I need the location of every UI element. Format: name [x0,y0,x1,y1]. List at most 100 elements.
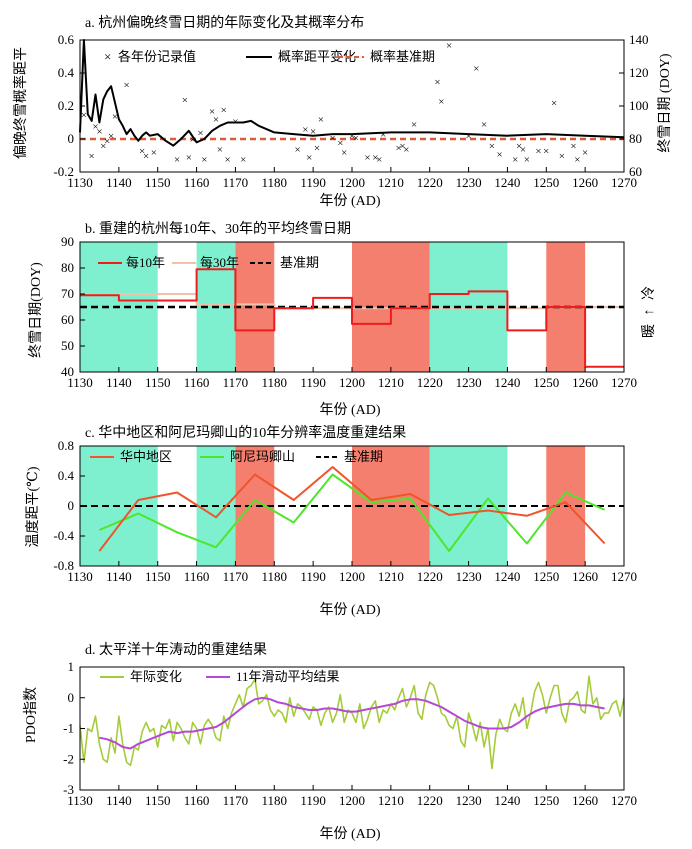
record-marker: × [92,121,98,133]
y-tick-label: 0.6 [58,32,75,47]
y-tick-label: 90 [61,234,74,249]
record-marker: × [582,147,588,159]
record-marker: × [341,147,347,159]
x-tick-label: 1240 [494,175,520,190]
record-marker: × [310,126,316,138]
legend-d-annual: 年际变化 [130,669,182,684]
record-marker: × [543,146,549,158]
panel-d-x-label: 年份 (AD) [319,826,380,842]
record-marker: × [232,116,238,128]
panel-c: c. 华中地区和阿尼玛卿山的10年分辨率温度重建结果 1130 1140 1150 1… [25,424,637,618]
series-11y-moving-average [99,696,605,750]
y2-tick-label: 140 [629,32,649,47]
record-marker: × [353,132,359,144]
x-tick-label: 1250 [533,569,559,584]
legend-a-line: 概率距平变化 [278,49,356,64]
record-marker: × [213,114,219,126]
x-tick-label: 1240 [494,569,520,584]
panel-c-marks [80,466,624,552]
y-tick-label: 0 [68,498,75,513]
record-marker: × [380,129,386,141]
record-marker: × [481,119,487,131]
x-tick-label: 1190 [300,175,326,190]
record-marker: × [497,149,503,161]
record-marker: × [349,131,355,143]
x-tick-label: 1160 [184,375,210,390]
series-10-year [80,268,624,368]
x-tick-label: 1220 [417,175,443,190]
x-tick-label: 1230 [456,569,482,584]
record-marker: × [302,124,308,136]
arrow-icon: ↑ [642,309,657,316]
record-marker: × [314,142,320,154]
y2-tick-label: 80 [629,131,642,146]
record-marker: × [124,80,130,92]
record-marker: × [294,144,300,156]
y-tick-label: 0.8 [58,438,74,453]
x-tick-label: 1210 [378,793,404,808]
legend-b-base: 基准期 [280,255,319,270]
panel-d-title: d. 太平洋十年涛动的重建结果 [85,642,267,658]
record-marker: × [225,154,231,166]
record-marker: × [201,154,207,166]
panel-c-x-label: 年份 (AD) [319,602,380,618]
y-tick-label: -1 [63,721,74,736]
panel-a-y-label: 偏晚终雪概率距平 [12,47,29,159]
x-tick-label: 1140 [106,793,132,808]
x-tick-label: 1150 [145,569,171,584]
x-tick-label: 1200 [339,175,365,190]
y-tick-label: 40 [61,364,74,379]
panel-c-axes: 1130 1140 1150 1160 1170 1180 1190 1200 1210 1220… [53,438,637,584]
panel-a: a. 杭州偏晚终雪日期的年际变化及其概率分布 ××××××××××× ××××××… [12,14,673,209]
record-marker: × [108,131,114,143]
record-marker: × [465,131,471,143]
y-tick-label: 70 [61,286,74,301]
record-marker: × [306,152,312,164]
x-tick-label: 1260 [572,175,598,190]
record-marker: × [209,106,215,118]
y-tick-label: -0.2 [53,164,74,179]
x-tick-label: 1220 [417,793,443,808]
record-marker: × [217,144,223,156]
x-tick-label: 1270 [611,569,637,584]
x-tick-label: 1200 [339,793,365,808]
y-tick-label: 0 [68,131,75,146]
x-tick-label: 1180 [262,175,288,190]
x-tick-label: 1200 [339,375,365,390]
record-marker: × [516,141,522,153]
x-tick-label: 1190 [300,375,326,390]
y-tick-label: 0.4 [58,65,75,80]
panel-d-y-label: PDO指数 [23,687,39,743]
x-tick-label: 1200 [339,569,365,584]
panel-a-y2-label: 终雪日期 (DOY) [657,53,673,152]
y-tick-label: -0.4 [53,528,74,543]
x-tick-label: 1130 [67,175,93,190]
x-tick-label: 1160 [184,175,210,190]
y2-tick-label: 120 [629,65,649,80]
series-probability-anomaly [79,39,625,147]
record-marker: × [446,40,452,52]
panel-d-legend: 年际变化 11年滑动平均结果 [100,669,340,684]
x-tick-label: 1250 [533,793,559,808]
record-marker: × [89,151,95,163]
x-tick-label: 1140 [106,569,132,584]
x-tick-label: 1210 [378,375,404,390]
record-marker: × [535,146,541,158]
panel-c-title: c. 华中地区和阿尼玛卿山的10年分辨率温度重建结果 [85,424,406,441]
series-central-china [98,466,606,552]
record-marker: × [376,154,382,166]
record-marker: × [559,151,565,163]
series-annual-pdo [79,675,625,770]
y2-tick-label: 100 [629,98,649,113]
x-tick-label: 1130 [67,569,93,584]
x-tick-label: 1270 [611,793,637,808]
record-marker: × [186,152,192,164]
record-marker: × [197,127,203,139]
x-tick-label: 1130 [67,793,93,808]
record-marker: × [174,154,180,166]
record-marker: × [112,111,118,123]
warm-label: 暖 [641,324,657,338]
panel-d-marks [79,675,625,770]
record-marker: × [411,119,417,131]
panel-a-title: a. 杭州偏晚终雪日期的年际变化及其概率分布 [85,14,364,31]
